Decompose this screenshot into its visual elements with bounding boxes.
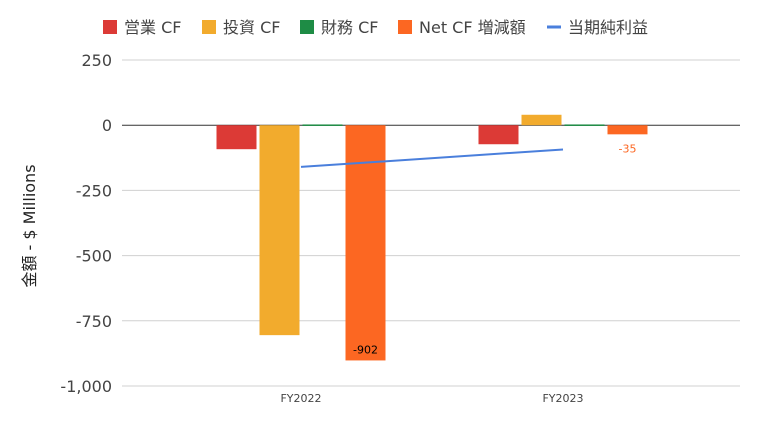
y-axis-label: 金額 - $ Millions [20,164,39,287]
legend-swatch [202,20,216,34]
bar [345,125,386,361]
series-line [300,148,564,168]
legend-swatch [300,20,314,34]
data-labels: -902 -35 [353,142,636,356]
y-tick-label: -500 [76,247,112,266]
legend-label: 財務 CF [321,18,378,37]
legend-label: Net CF 増減額 [419,18,526,37]
bar [478,125,519,145]
legend-label: 当期純利益 [568,18,648,37]
x-category-label: FY2022 [280,392,321,405]
bar [302,124,343,126]
line-series [300,148,564,168]
legend-swatch [103,20,117,34]
y-tick-label: -750 [76,312,112,331]
data-label: -902 [353,343,378,356]
legend-label: 営業 CF [124,18,181,37]
y-tick-label: -1,000 [60,377,112,396]
x-axis-categories: FY2022 FY2023 [280,392,583,405]
y-tick-label: -250 [76,181,112,200]
bar [259,125,300,336]
gridlines [122,59,740,387]
bar [564,124,605,126]
y-axis-ticks: 250 0 -250 -500 -750 -1,000 [60,51,112,396]
y-tick-label: 250 [81,51,112,70]
y-tick-label: 0 [102,116,112,135]
legend: 営業 CF 投資 CF 財務 CF Net CF 増減額 当期純利益 [103,18,648,37]
legend-swatch [398,20,412,34]
legend-label: 投資 CF [223,18,280,37]
x-category-label: FY2023 [542,392,583,405]
bar [216,125,257,150]
bars [216,114,648,361]
bar [607,125,648,135]
data-label: -35 [619,142,637,155]
bar [521,114,562,126]
